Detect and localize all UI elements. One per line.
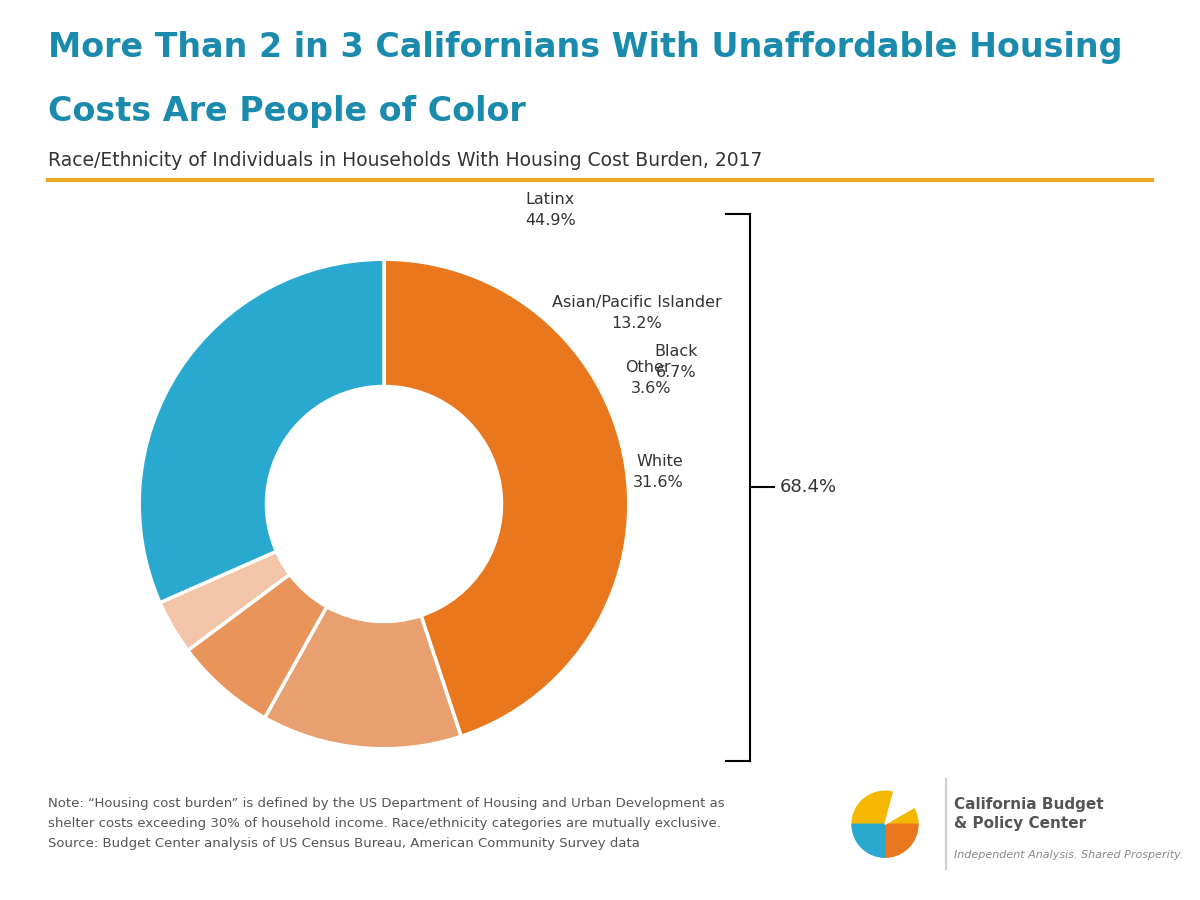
Wedge shape <box>160 552 290 651</box>
Text: Costs Are People of Color: Costs Are People of Color <box>48 94 526 128</box>
Wedge shape <box>187 574 326 718</box>
Wedge shape <box>139 259 384 603</box>
Text: California Budget
& Policy Center: California Budget & Policy Center <box>954 796 1104 832</box>
Text: Other
3.6%: Other 3.6% <box>625 360 671 396</box>
Text: Latinx
44.9%: Latinx 44.9% <box>526 192 576 228</box>
Text: Race/Ethnicity of Individuals in Households With Housing Cost Burden, 2017: Race/Ethnicity of Individuals in Househo… <box>48 151 762 170</box>
Text: Black
6.7%: Black 6.7% <box>654 344 697 380</box>
Text: 68.4%: 68.4% <box>780 479 838 497</box>
Text: More Than 2 in 3 Californians With Unaffordable Housing: More Than 2 in 3 Californians With Unaff… <box>48 32 1122 65</box>
Circle shape <box>266 386 502 622</box>
Text: White
31.6%: White 31.6% <box>632 454 684 490</box>
Text: Note: “Housing cost burden” is defined by the US Department of Housing and Urban: Note: “Housing cost burden” is defined b… <box>48 796 725 850</box>
Wedge shape <box>852 791 918 824</box>
Text: Asian/Pacific Islander
13.2%: Asian/Pacific Islander 13.2% <box>552 294 721 330</box>
Text: Independent Analysis. Shared Prosperity.: Independent Analysis. Shared Prosperity. <box>954 850 1183 860</box>
Wedge shape <box>384 259 629 736</box>
Wedge shape <box>886 824 918 857</box>
Wedge shape <box>265 607 461 749</box>
Wedge shape <box>886 788 917 824</box>
Wedge shape <box>852 824 886 857</box>
